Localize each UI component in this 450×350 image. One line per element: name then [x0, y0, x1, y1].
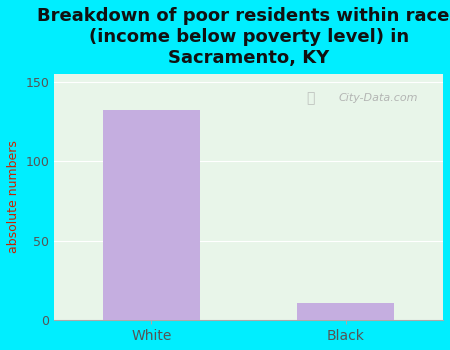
Text: ⦾: ⦾ [306, 91, 315, 105]
Bar [103, 110, 200, 320]
Bar [297, 302, 395, 320]
Y-axis label: absolute numbers: absolute numbers [7, 140, 20, 253]
Text: City-Data.com: City-Data.com [338, 93, 418, 103]
Title: Breakdown of poor residents within races
(income below poverty level) in
Sacrame: Breakdown of poor residents within races… [37, 7, 450, 66]
